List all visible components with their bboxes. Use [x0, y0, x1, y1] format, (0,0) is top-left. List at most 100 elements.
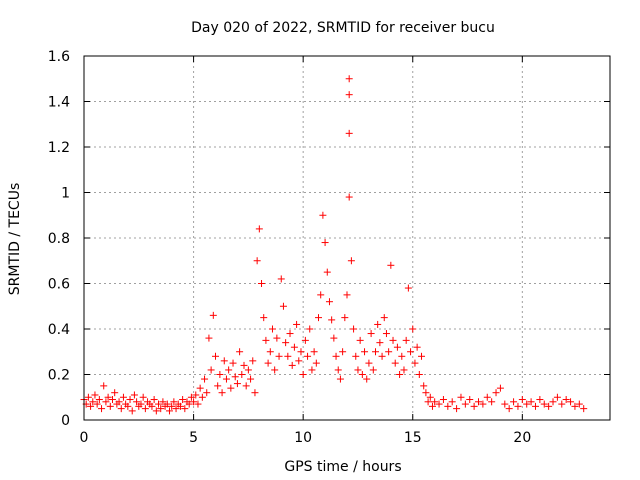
y-tick-label: 1.4 [48, 95, 70, 111]
data-point [290, 343, 298, 351]
data-point [315, 314, 323, 322]
data-point [176, 402, 184, 410]
data-point [165, 407, 173, 415]
data-point [371, 348, 379, 356]
data-point [398, 352, 406, 360]
y-tick-label: 0.4 [48, 322, 70, 338]
data-point [288, 361, 296, 369]
data-point [444, 402, 452, 410]
data-points [80, 75, 588, 415]
x-tick-label: 20 [513, 430, 531, 446]
data-point [352, 352, 360, 360]
data-point [310, 348, 318, 356]
data-point [343, 291, 351, 299]
x-tick-label: 10 [294, 430, 312, 446]
data-point [212, 352, 219, 360]
data-point [330, 334, 338, 342]
data-point [396, 371, 404, 378]
data-point [284, 352, 292, 360]
data-point [527, 398, 535, 406]
data-point [306, 325, 314, 333]
data-point [155, 400, 163, 408]
x-tick-label: 0 [80, 430, 89, 446]
data-point [549, 398, 557, 406]
data-point [207, 366, 215, 374]
data-point [393, 343, 401, 351]
data-point [345, 91, 353, 99]
data-point [251, 389, 259, 397]
tick-labels: 0 5 10 15 20 0 0.2 0.4 0.6 0.8 1 1.2 1.4 1.6 [48, 49, 532, 446]
x-axis-label: GPS time / hours [284, 459, 401, 475]
data-point [266, 348, 274, 356]
x-tick-label: 15 [404, 430, 422, 446]
data-point [84, 393, 92, 401]
data-point [345, 75, 353, 83]
data-point [106, 402, 114, 410]
data-point [325, 298, 333, 306]
data-point [139, 393, 147, 401]
x-tick-label: 5 [189, 430, 198, 446]
data-point [531, 402, 539, 410]
data-point [89, 398, 97, 406]
data-point [260, 314, 268, 322]
data-point [159, 398, 167, 406]
data-point [91, 391, 99, 399]
data-point [271, 366, 279, 374]
data-point [128, 407, 136, 415]
data-point [196, 384, 204, 392]
data-point [282, 339, 290, 347]
data-point [152, 407, 160, 415]
data-point [319, 211, 327, 219]
data-point [334, 366, 342, 374]
data-point [470, 402, 478, 410]
data-point [567, 398, 575, 406]
data-point [505, 405, 513, 413]
data-point [258, 280, 266, 287]
data-point [514, 402, 522, 410]
data-point [389, 336, 397, 344]
data-point [363, 375, 371, 383]
data-point [301, 336, 309, 344]
data-point [483, 393, 491, 401]
data-point [435, 400, 443, 408]
data-point [87, 402, 95, 410]
data-point [391, 359, 399, 367]
data-point [571, 402, 579, 410]
data-point [523, 400, 531, 408]
data-point [194, 400, 202, 408]
data-point [179, 396, 187, 404]
data-point [249, 357, 257, 365]
data-point [358, 371, 366, 378]
data-point [220, 357, 228, 365]
y-tick-label: 0.8 [48, 231, 70, 247]
data-point [187, 393, 195, 401]
data-point [190, 398, 198, 406]
data-point [297, 348, 305, 356]
data-point [141, 405, 149, 413]
data-point [214, 382, 222, 390]
data-point [115, 398, 123, 406]
data-point [448, 398, 456, 406]
data-point [510, 398, 518, 406]
data-point [279, 302, 287, 310]
data-point [137, 400, 145, 408]
axis-ticks [83, 55, 610, 421]
data-point [453, 405, 461, 413]
data-point [545, 402, 553, 410]
data-point [108, 396, 116, 404]
data-point [409, 325, 417, 333]
data-point [148, 402, 156, 410]
data-point [354, 366, 362, 374]
data-point [218, 389, 226, 397]
data-point [347, 257, 355, 265]
data-point [385, 348, 393, 356]
data-point [374, 320, 382, 328]
data-point [124, 402, 132, 410]
data-point [299, 371, 307, 378]
data-point [422, 389, 430, 397]
data-point [365, 359, 373, 367]
data-point [273, 334, 281, 342]
data-point [418, 352, 426, 360]
